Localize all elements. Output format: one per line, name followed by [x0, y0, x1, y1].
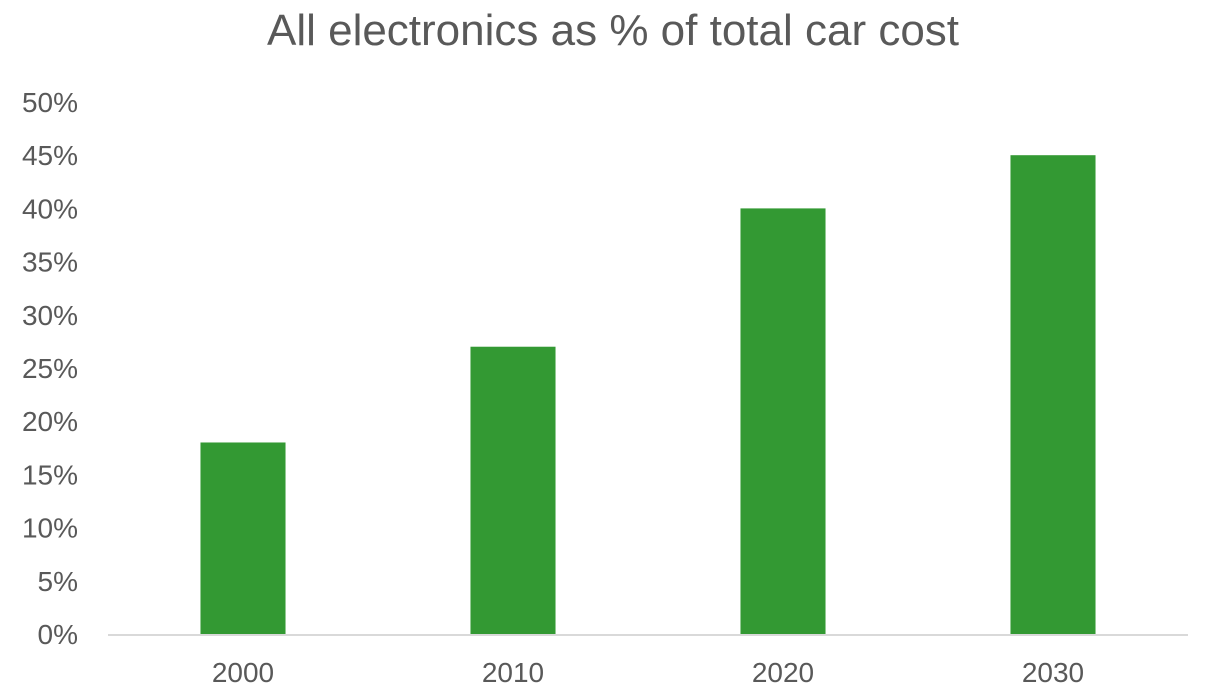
y-tick-label: 5%	[38, 566, 78, 597]
y-tick-label: 30%	[22, 300, 78, 331]
y-tick-label: 15%	[22, 459, 78, 490]
x-tick-label: 2030	[1022, 657, 1084, 688]
x-tick-label: 2010	[482, 657, 544, 688]
y-tick-label: 10%	[22, 513, 78, 544]
bar-2020	[740, 208, 826, 634]
bar-2010	[470, 346, 556, 634]
y-tick-label: 0%	[38, 619, 78, 650]
y-tick-label: 45%	[22, 140, 78, 171]
y-tick-label: 50%	[22, 87, 78, 118]
x-axis-tick-labels: 2000 2010 2020 2030	[212, 657, 1084, 688]
y-tick-label: 35%	[22, 247, 78, 278]
bars	[200, 155, 1096, 634]
bar-2000	[200, 442, 286, 634]
y-axis-tick-labels: 0% 5% 10% 15% 20% 25% 30% 35% 40% 45% 50%	[22, 87, 78, 650]
bar-2030	[1010, 155, 1096, 634]
y-tick-label: 20%	[22, 406, 78, 437]
y-tick-label: 25%	[22, 353, 78, 384]
chart-title: All electronics as % of total car cost	[266, 6, 960, 55]
x-tick-label: 2020	[752, 657, 814, 688]
x-tick-label: 2000	[212, 657, 274, 688]
y-tick-label: 40%	[22, 193, 78, 224]
